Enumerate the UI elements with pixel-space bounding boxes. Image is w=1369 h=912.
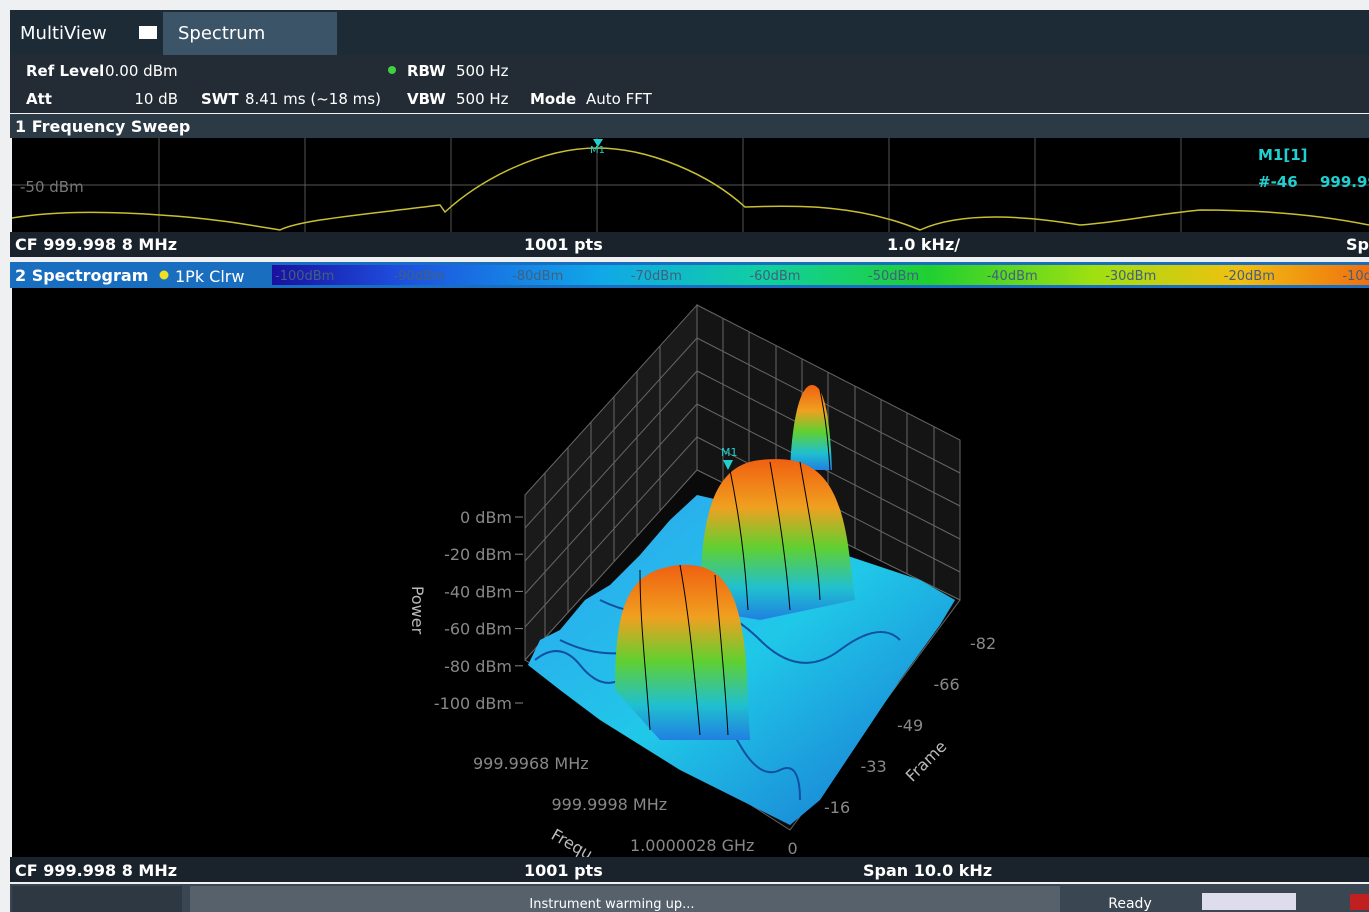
setting-label: Att [26, 90, 52, 108]
window-footer [10, 232, 1369, 257]
status-state: Ready [1108, 896, 1151, 912]
setting-value: 500 Hz [456, 62, 509, 80]
color-bar-label: -50dBm [868, 269, 919, 284]
marker-triangle [593, 139, 603, 147]
status-message-box[interactable] [190, 886, 1060, 912]
power-tick-label: -20 dBm [444, 545, 512, 564]
freq-tick-label: 1.0000028 GHz [630, 836, 754, 855]
window-footer [10, 857, 1369, 882]
color-bar-label: -60dBm [749, 269, 800, 284]
setting-label: VBW [407, 90, 446, 108]
peak-front [615, 564, 750, 740]
footer-cf: CF 999.998 8 MHz [15, 861, 177, 880]
frame-tick-label: -49 [897, 716, 923, 735]
power-axis-label: Power [408, 586, 427, 635]
tab-active[interactable] [163, 12, 337, 55]
footer-span: Sp [1346, 235, 1369, 254]
power-tick-label: -40 dBm [444, 582, 512, 601]
window-title-bar [10, 114, 1369, 138]
footer-pts: 1001 pts [524, 235, 603, 254]
frame-tick-label: 0 [788, 839, 798, 858]
window-title: 1 Frequency Sweep [15, 117, 190, 136]
color-bar-label: -40dBm [987, 269, 1038, 284]
window-title: 2 Spectrogram [15, 266, 148, 285]
power-tick-label: -80 dBm [444, 657, 512, 676]
color-bar-label: -90dBm [394, 269, 445, 284]
color-bar-label: -80dBm [512, 269, 563, 284]
trace-dot [159, 270, 169, 280]
freq-tick-label: 999.9968 MHz [473, 754, 589, 773]
status-message: Instrument warming up... [529, 897, 694, 912]
freq-tick-label: 999.9998 MHz [552, 795, 668, 814]
tab-spectrum[interactable]: Spectrum [178, 23, 265, 44]
setting-label: RBW [407, 62, 446, 80]
power-tick-label: 0 dBm [460, 508, 512, 527]
settings-panel [10, 55, 1369, 113]
peak-back [790, 385, 832, 470]
status-dot [388, 66, 396, 74]
marker-label: M1 [721, 446, 738, 459]
contour-lines [639, 389, 831, 736]
footer-span: Span 10.0 kHz [863, 861, 992, 880]
color-bar-label: -100dBm [275, 269, 334, 284]
multiview-icon[interactable] [139, 26, 157, 39]
frame-tick-label: -33 [861, 757, 887, 776]
marker-freq: 999.99 [1320, 173, 1369, 191]
frame-tick-label: -82 [970, 634, 996, 653]
power-tick-label: -100 dBm [434, 694, 512, 713]
color-bar-label: -70dBm [631, 269, 682, 284]
marker-triangle [723, 460, 733, 470]
setting-value: 0.00 dBm [105, 62, 178, 80]
power-tick-label: -60 dBm [444, 620, 512, 639]
setting-label: SWT [201, 90, 239, 108]
status-field[interactable] [12, 886, 182, 912]
marker-level: #-46 [1258, 173, 1298, 191]
tab-multiview[interactable]: MultiView [20, 23, 107, 44]
setting-value: Auto FFT [586, 90, 653, 108]
peak-middle [700, 459, 855, 620]
setting-value: 10 dB [134, 90, 178, 108]
marker-name: M1[1] [1258, 146, 1308, 164]
color-bar-label: -30dBm [1105, 269, 1156, 284]
ref-level-label: -50 dBm [20, 178, 84, 196]
setting-label: Mode [530, 90, 576, 108]
color-bar [272, 265, 1369, 285]
trace-label: 1Pk Clrw [175, 267, 244, 286]
sweep-trace [11, 147, 1369, 231]
footer-div: 1.0 kHz/ [887, 235, 960, 254]
setting-label: Ref Level [26, 62, 104, 80]
marker-label: M1 [590, 145, 605, 156]
progress-bar [1202, 893, 1296, 910]
setting-value: 500 Hz [456, 90, 509, 108]
color-bar-label: -20dBm [1224, 269, 1275, 284]
frame-tick-label: -66 [934, 675, 960, 694]
sweep-grid [12, 138, 1369, 232]
footer-pts: 1001 pts [524, 861, 603, 880]
frame-tick-label: -16 [824, 798, 850, 817]
setting-value: 8.41 ms (~18 ms) [245, 90, 381, 108]
footer-cf: CF 999.998 8 MHz [15, 235, 177, 254]
status-icon [1350, 894, 1369, 910]
